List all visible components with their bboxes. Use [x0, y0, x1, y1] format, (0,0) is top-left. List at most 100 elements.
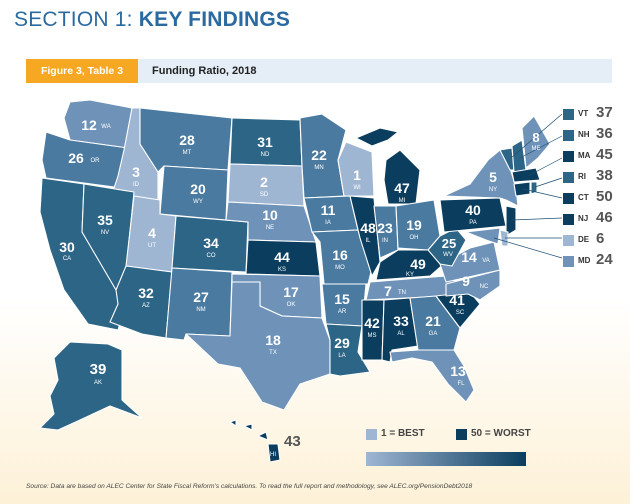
state-fl[interactable]	[389, 349, 475, 403]
northeast-item-vt[interactable]: VT 37	[563, 104, 629, 124]
state-ma[interactable]	[511, 167, 541, 183]
rank-ky: 49	[410, 256, 426, 272]
northeast-item-md[interactable]: MD 24	[563, 251, 629, 271]
rank-or: 26	[68, 150, 84, 166]
state-ct[interactable]	[513, 181, 531, 197]
figure-header-bar: Figure 3, Table 3 Funding Ratio, 2018	[26, 59, 612, 83]
state-ak[interactable]	[39, 341, 143, 431]
abbr-ms: MS	[368, 333, 377, 339]
abbr-me: ME	[532, 146, 541, 152]
abbr-ny: NY	[489, 187, 497, 193]
rank-al: 33	[393, 313, 409, 329]
abbr-id: ID	[133, 182, 140, 188]
state-de[interactable]	[499, 229, 509, 247]
rank-la: 29	[334, 335, 350, 351]
abbr-ut: UT	[148, 243, 156, 249]
northeast-item-nj[interactable]: NJ 46	[563, 209, 629, 229]
rank-nc: 9	[462, 273, 470, 289]
legend-best-label: 1 = BEST	[381, 428, 425, 439]
figure-caption: Funding Ratio, 2018	[152, 65, 257, 77]
abbr-la: LA	[338, 353, 345, 359]
abbr-ga: GA	[429, 331, 438, 337]
northeast-abbr: DE	[578, 235, 590, 244]
state-ms[interactable]	[361, 299, 385, 361]
abbr-va: VA	[482, 258, 490, 264]
swatch-md	[563, 256, 574, 267]
state-tx[interactable]	[185, 281, 331, 411]
rank-mt: 28	[179, 132, 195, 148]
rank-mn: 22	[311, 147, 327, 163]
rank-wa: 12	[81, 117, 97, 133]
rank-nm: 27	[193, 289, 209, 305]
abbr-tn: TN	[398, 290, 406, 296]
abbr-wa: WA	[101, 124, 110, 130]
abbr-ok: OK	[287, 302, 296, 308]
state-ga[interactable]	[409, 295, 461, 351]
abbr-mo: MO	[335, 265, 345, 271]
abbr-mi: MI	[399, 198, 406, 204]
abbr-ca: CA	[63, 256, 71, 262]
state-hi[interactable]	[229, 419, 281, 463]
abbr-nv: NV	[101, 230, 109, 236]
abbr-oh: OH	[410, 235, 419, 241]
abbr-az: AZ	[142, 303, 150, 309]
state-il[interactable]	[349, 195, 381, 277]
northeast-item-ct[interactable]: CT 50	[563, 188, 629, 208]
swatch-vt	[563, 109, 574, 120]
state-nj[interactable]	[505, 205, 517, 237]
abbr-wy: WY	[193, 199, 203, 205]
abbr-ak: AK	[94, 380, 102, 386]
legend-worst-swatch	[456, 429, 467, 440]
northeast-abbr: NH	[578, 130, 590, 139]
rank-ut: 4	[148, 225, 156, 241]
legend-worst-label: 50 = WORST	[471, 428, 531, 439]
abbr-nc: NC	[480, 284, 489, 290]
rank-tx: 18	[265, 332, 281, 348]
rank-nd: 31	[257, 134, 273, 150]
northeast-item-ri[interactable]: RI 38	[563, 167, 629, 187]
abbr-ky: KY	[406, 272, 414, 278]
abbr-al: AL	[397, 331, 405, 337]
legend-best-swatch	[366, 429, 377, 440]
state-va[interactable]	[439, 241, 501, 283]
abbr-nd: ND	[261, 152, 270, 158]
abbr-sc: SC	[456, 310, 465, 316]
rank-wi: 1	[353, 167, 361, 183]
rank-ks: 44	[274, 249, 290, 265]
northeast-abbr: CT	[578, 193, 589, 202]
abbr-ar: AR	[338, 309, 347, 315]
rank-pa: 40	[465, 202, 481, 218]
source-footnote: Source: Data are based on ALEC Center fo…	[26, 483, 473, 490]
abbr-pa: PA	[469, 220, 477, 226]
state-me[interactable]	[521, 115, 551, 169]
section-prefix: SECTION 1:	[14, 8, 133, 31]
abbr-ks: KS	[278, 267, 286, 273]
northeast-leader-lines	[493, 113, 563, 259]
abbr-or: OR	[91, 158, 101, 164]
northeast-item-de[interactable]: DE 6	[563, 230, 629, 250]
rank-ia: 11	[321, 202, 336, 218]
rank-il: 48	[360, 220, 376, 236]
rank-id: 3	[132, 164, 140, 180]
northeast-rank: 36	[596, 125, 613, 142]
rank-ok: 17	[283, 284, 299, 300]
state-rank-labels: 12 WA 26 OR 30 CA 3 ID 35 NV 28 MT 20 WY…	[59, 117, 540, 458]
swatch-de	[563, 235, 574, 246]
state-wv[interactable]	[427, 227, 467, 267]
northeast-item-nh[interactable]: NH 36	[563, 125, 629, 145]
northeast-item-ma[interactable]: MA 45	[563, 146, 629, 166]
state-wi[interactable]	[337, 141, 375, 197]
abbr-ne: NE	[266, 225, 274, 231]
abbr-mn: MN	[314, 165, 323, 171]
northeast-rank: 50	[596, 188, 613, 205]
rank-ga: 21	[425, 313, 441, 329]
rank-wv: 25	[442, 236, 456, 251]
northeast-abbr: NJ	[578, 214, 589, 223]
state-la[interactable]	[325, 323, 371, 377]
abbr-hi: HI	[270, 452, 276, 458]
rank-va: 14	[461, 249, 477, 265]
state-md[interactable]	[465, 227, 501, 245]
rank-ny: 5	[489, 169, 497, 185]
northeast-abbr: MA	[578, 151, 591, 160]
